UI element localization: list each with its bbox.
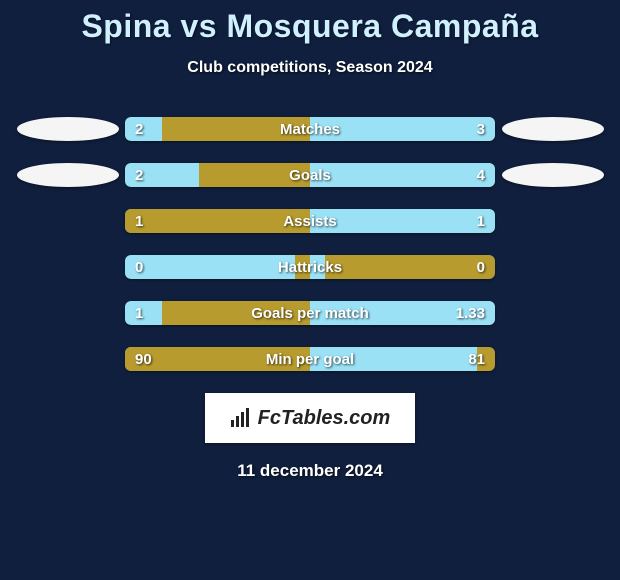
stat-row: 9081Min per goal: [10, 347, 610, 371]
stat-label: Goals: [125, 163, 495, 187]
stat-label: Assists: [125, 209, 495, 233]
page-subtitle: Club competitions, Season 2024: [0, 59, 620, 77]
comparison-container: Spina vs Mosquera Campaña Club competiti…: [0, 0, 620, 481]
avatar-slot-left: [10, 163, 125, 187]
stat-label: Goals per match: [125, 301, 495, 325]
avatar: [17, 163, 119, 187]
stat-bar: 23Matches: [125, 117, 495, 141]
stat-row: 11Assists: [10, 209, 610, 233]
stat-row: 23Matches: [10, 117, 610, 141]
stat-row: 00Hattricks: [10, 255, 610, 279]
avatar-slot-right: [495, 163, 610, 187]
avatar-slot-left: [10, 117, 125, 141]
stat-bar: 11.33Goals per match: [125, 301, 495, 325]
chart-icon: [230, 408, 252, 428]
stat-label: Min per goal: [125, 347, 495, 371]
avatar: [502, 117, 604, 141]
stat-row: 24Goals: [10, 163, 610, 187]
avatar-slot-right: [495, 117, 610, 141]
avatar: [502, 163, 604, 187]
stat-bar: 9081Min per goal: [125, 347, 495, 371]
stats-area: 23Matches 24Goals 11Assists 00Hattricks 11.3…: [0, 117, 620, 371]
stat-label: Matches: [125, 117, 495, 141]
stat-bar: 11Assists: [125, 209, 495, 233]
page-title: Spina vs Mosquera Campaña: [0, 8, 620, 45]
stat-label: Hattricks: [125, 255, 495, 279]
footer-date: 11 december 2024: [0, 461, 620, 481]
stat-bar: 00Hattricks: [125, 255, 495, 279]
stat-bar: 24Goals: [125, 163, 495, 187]
stat-row: 11.33Goals per match: [10, 301, 610, 325]
logo-text: FcTables.com: [258, 407, 391, 430]
logo-box: FcTables.com: [205, 393, 415, 443]
avatar: [17, 117, 119, 141]
